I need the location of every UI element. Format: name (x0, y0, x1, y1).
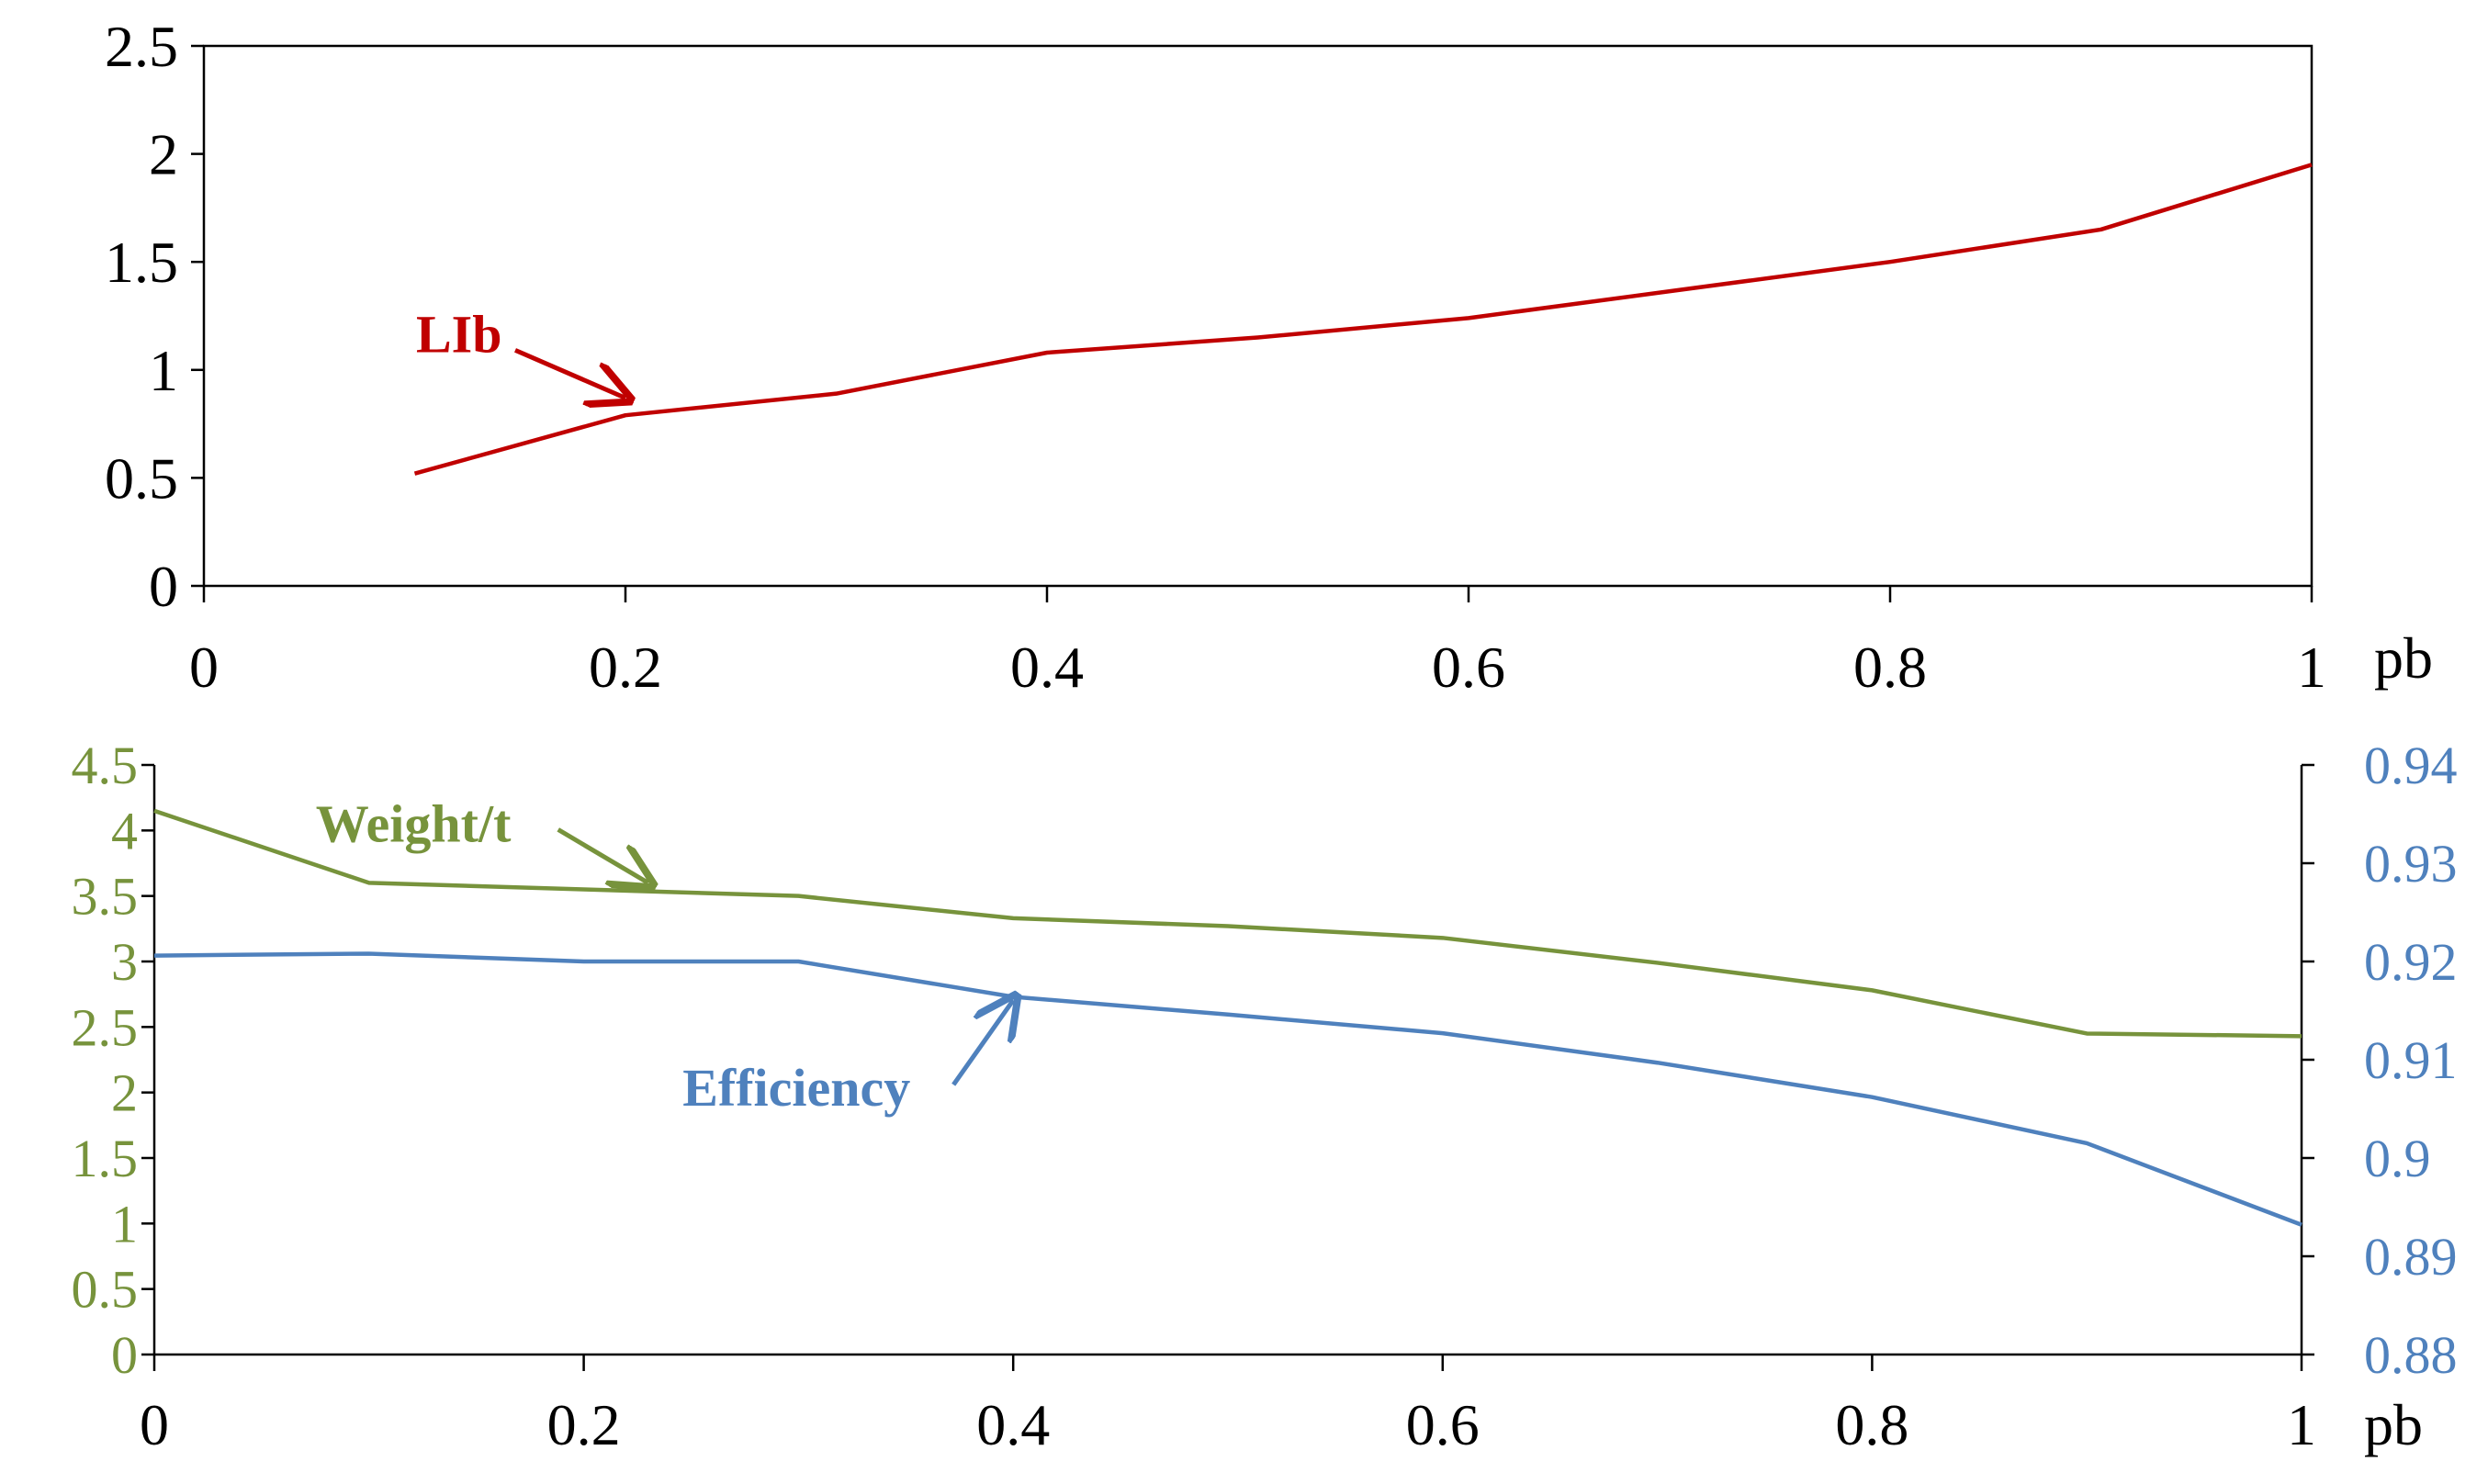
weight-y-tick-label: 0 (111, 1325, 138, 1385)
lib-y-tick-label: 0.5 (105, 445, 178, 511)
lib-y-tick-label: 0 (149, 554, 178, 619)
weight-efficiency-series-group (154, 811, 2302, 1225)
weight-annotation-arrow (558, 829, 648, 883)
efficiency-y-tick-label: 0.94 (2364, 736, 2458, 795)
lib-y-axis: 0 0.5 1 1.5 2 2.5 (105, 14, 204, 619)
lib-chart: 0 0.5 1 1.5 2 2.5 0 0.2 0.4 0.6 0.8 1 pb LIb (105, 14, 2433, 700)
series-line-lib (415, 164, 2313, 473)
lib-y-tick-label: 1 (149, 338, 178, 403)
weight-y-tick-label: 3 (111, 932, 138, 992)
lib-y-tick-label: 1.5 (105, 230, 178, 295)
weight-y-tick-label: 3.5 (72, 867, 139, 927)
weight-y-tick-label: 1 (111, 1194, 138, 1254)
efficiency-annotation-arrow (953, 1000, 1013, 1085)
weight-y-tick-label: 2 (111, 1063, 138, 1123)
weight-y-tick-label: 4 (111, 801, 138, 860)
weight-efficiency-x-axis: 0 0.2 0.4 0.6 0.8 1 pb (140, 1355, 2423, 1457)
weight-efficiency-x-tick-label: 0.2 (547, 1392, 621, 1457)
weight-efficiency-x-tick-label: 0.6 (1406, 1392, 1480, 1457)
efficiency-y-tick-label: 0.93 (2364, 834, 2458, 894)
lib-annotation-label: LIb (416, 304, 502, 364)
lib-series-group (414, 164, 2312, 474)
efficiency-y-tick-label: 0.88 (2364, 1325, 2458, 1385)
efficiency-y-tick-label: 0.9 (2364, 1129, 2431, 1188)
weight-efficiency-x-tick-label: 0.4 (976, 1392, 1050, 1457)
lib-x-axis-label: pb (2374, 625, 2433, 691)
efficiency-right-y-axis: 0.88 0.89 0.9 0.91 0.92 0.93 0.94 (2302, 736, 2458, 1385)
lib-x-axis: 0 0.2 0.4 0.6 0.8 1 pb (189, 586, 2433, 700)
weight-y-tick-label: 4.5 (72, 736, 139, 795)
lib-x-tick-label: 0.4 (1010, 635, 1084, 700)
lib-x-tick-label: 1 (2297, 635, 2326, 700)
lib-x-tick-label: 0.6 (1432, 635, 1505, 700)
weight-efficiency-x-axis-label: pb (2364, 1392, 2423, 1457)
weight-efficiency-chart: 00.511.522.533.544.5 0.880.890.90.910.92… (72, 736, 2458, 1457)
efficiency-annotation-label: Efficiency (682, 1058, 910, 1118)
weight-annotation-label: Weight/t (316, 793, 512, 853)
lib-y-tick-label: 2 (149, 122, 178, 187)
lib-x-tick-label: 0.8 (1853, 635, 1927, 700)
lib-x-tick-label: 0.2 (589, 635, 662, 700)
series-line-efficiency (154, 953, 2302, 1224)
weight-y-tick-label: 1.5 (72, 1129, 139, 1188)
weight-efficiency-x-tick-label: 0 (140, 1392, 169, 1457)
lib-y-tick-label: 2.5 (105, 14, 178, 79)
weight-efficiency-x-tick-label: 1 (2287, 1392, 2316, 1457)
lib-x-tick-label: 0 (189, 635, 219, 700)
lib-annotation-arrow (515, 350, 625, 398)
weight-y-tick-label: 2.5 (72, 997, 139, 1057)
lib-annotations: LIb (416, 304, 625, 398)
lib-plot-frame (204, 46, 2312, 586)
efficiency-y-tick-label: 0.92 (2364, 932, 2458, 992)
efficiency-y-tick-label: 0.91 (2364, 1030, 2458, 1090)
weight-efficiency-x-tick-label: 0.8 (1835, 1392, 1908, 1457)
weight-y-tick-label: 0.5 (72, 1260, 139, 1320)
efficiency-y-tick-label: 0.89 (2364, 1227, 2458, 1287)
weight-left-y-axis: 00.51 1.5 22.533.5 4 4.5 (72, 736, 155, 1385)
